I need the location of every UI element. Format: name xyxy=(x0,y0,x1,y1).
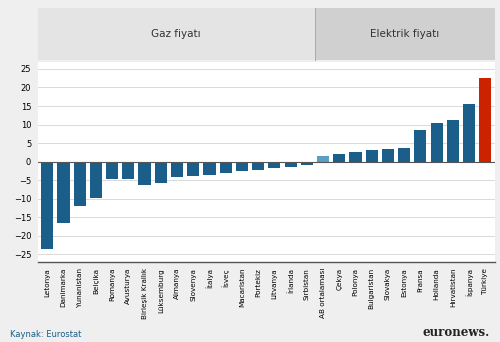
Text: Kaynak: Eurostat: Kaynak: Eurostat xyxy=(10,330,82,339)
Bar xyxy=(74,162,86,206)
Bar xyxy=(58,162,70,223)
Bar xyxy=(138,162,150,185)
Bar xyxy=(430,123,442,162)
Bar xyxy=(122,162,134,180)
Bar xyxy=(382,149,394,162)
Bar xyxy=(171,162,183,177)
Bar xyxy=(90,162,102,198)
Bar xyxy=(41,162,54,249)
Bar xyxy=(300,162,313,165)
Bar xyxy=(350,152,362,162)
Bar xyxy=(398,147,410,162)
Bar xyxy=(204,162,216,174)
Bar xyxy=(154,162,167,183)
Bar xyxy=(317,156,329,162)
Bar xyxy=(236,162,248,171)
Bar xyxy=(220,162,232,173)
Bar xyxy=(414,130,426,162)
Text: Elektrik fiyatı: Elektrik fiyatı xyxy=(370,29,440,39)
Bar xyxy=(252,162,264,170)
Bar xyxy=(187,162,200,176)
Bar xyxy=(479,78,492,162)
Text: euronews.: euronews. xyxy=(423,326,490,339)
Bar xyxy=(446,120,459,162)
Bar xyxy=(268,162,280,168)
Bar xyxy=(333,154,345,162)
Bar xyxy=(463,104,475,162)
Bar xyxy=(284,162,296,167)
Bar xyxy=(106,162,118,180)
Text: Gaz fiyatı: Gaz fiyatı xyxy=(152,29,201,39)
Bar xyxy=(366,150,378,162)
